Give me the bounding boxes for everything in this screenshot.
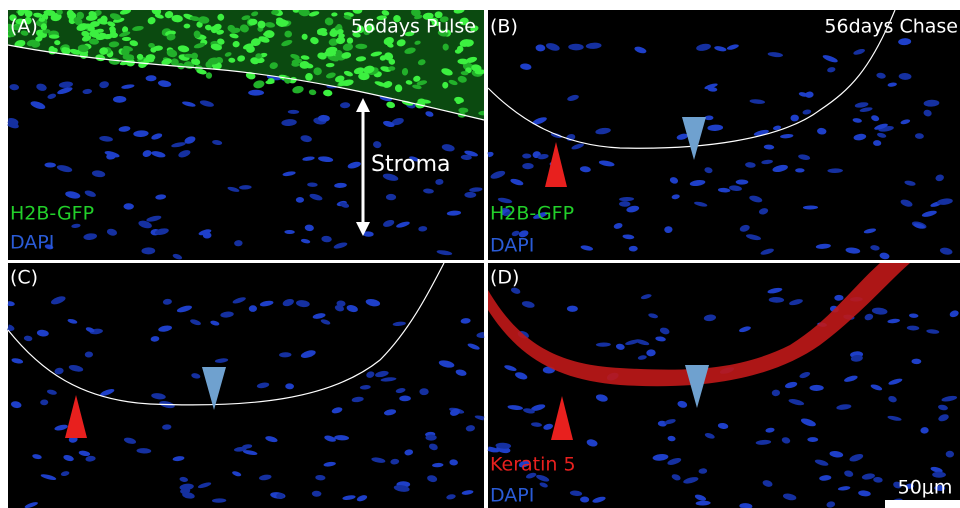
panel-title: 56days Chase — [824, 16, 958, 38]
scale-bar — [885, 500, 960, 508]
stain-label: DAPI — [490, 235, 534, 257]
nucleus — [248, 90, 264, 96]
nucleus — [567, 306, 578, 312]
stain-label: H2B-GFP — [10, 203, 94, 225]
nucleus — [736, 179, 749, 184]
nucleus — [386, 194, 396, 200]
panel-label: (B) — [490, 16, 518, 38]
panel-label: (D) — [490, 267, 519, 289]
nucleus — [522, 163, 533, 169]
figure: (A) 56days Pulse Stroma H2B-GFP DAPI (B)… — [0, 0, 960, 508]
panel-label: (A) — [10, 16, 38, 38]
panel-title: 56days Pulse — [351, 16, 476, 38]
stain-label: DAPI — [490, 485, 534, 507]
nucleus — [464, 192, 476, 198]
stain-label: H2B-GFP — [490, 203, 574, 225]
nucleus — [946, 451, 954, 458]
stain-label: Keratin 5 — [490, 454, 576, 476]
panel-c — [8, 263, 484, 508]
annotation: Stroma — [371, 152, 451, 177]
nucleus — [809, 385, 823, 391]
scale-label: 50μm — [898, 477, 953, 499]
panel-label: (C) — [10, 267, 38, 289]
stain-label: DAPI — [10, 232, 54, 254]
